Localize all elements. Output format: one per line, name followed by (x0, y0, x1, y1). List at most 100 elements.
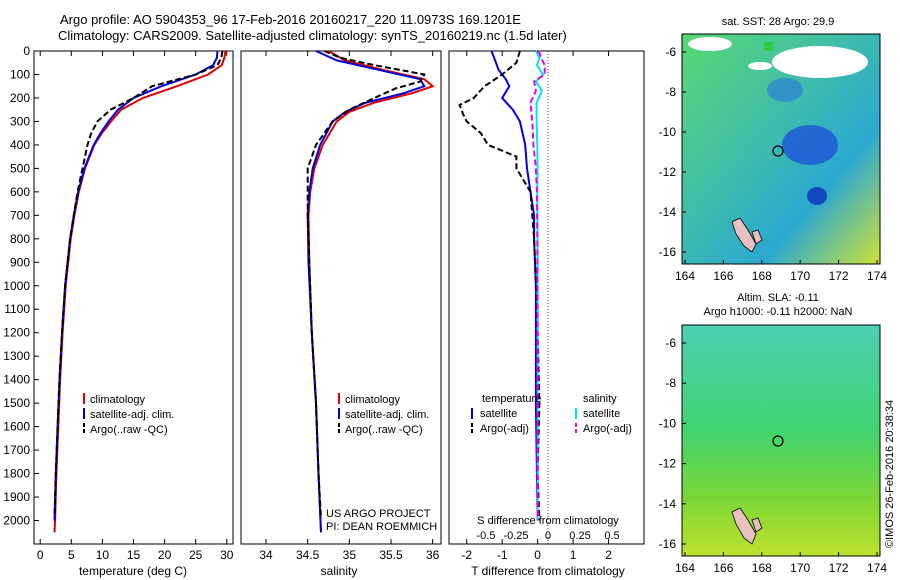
legend-label: satellite-adj. clim. (345, 409, 429, 421)
temperature-xlabel: temperature (deg C) (79, 564, 187, 578)
sst-pixel-block (764, 42, 773, 51)
x-tick-label: 25 (189, 548, 203, 562)
y-tick-label: 400 (10, 138, 30, 152)
x-tick-label: -1 (497, 548, 508, 562)
y-tick-label: 500 (10, 161, 30, 175)
sla-map-subtitle: Argo h1000: -0.11 h2000: NaN (703, 306, 852, 318)
copyright-stamp: ©IMOS 26-Feb-2016 20:38:34 (884, 399, 896, 548)
island-shape (751, 517, 763, 533)
x-tick-label: 10 (96, 548, 110, 562)
island-shape (731, 217, 757, 253)
project-annotation: US ARGO PROJECT (326, 508, 431, 520)
y-tick-label: 200 (10, 91, 30, 105)
map-y-tick-label: -8 (665, 85, 676, 99)
y-tick-label: 600 (10, 185, 30, 199)
x-tick-label: 1 (570, 548, 577, 562)
sst-cloud-mask (772, 46, 868, 78)
x-tick-label: 0 (534, 548, 541, 562)
y-tick-label: 1000 (3, 279, 30, 293)
legend-label: climatology (345, 394, 401, 406)
map-x-tick-label: 174 (867, 269, 887, 283)
series-line (53, 50, 227, 533)
top-tick-label: 0.5 (604, 530, 619, 542)
map-x-tick-label: 168 (752, 561, 772, 575)
legend-label: Argo(-adj) (583, 423, 632, 435)
map-y-tick-label: -16 (659, 245, 677, 259)
map-y-tick-label: -12 (659, 457, 677, 471)
s-difference-label: S difference from climatology (477, 515, 619, 527)
legend-header-salinity: salinity (583, 393, 617, 405)
map-y-tick-label: -12 (659, 165, 677, 179)
argo-location-marker (772, 435, 784, 447)
difference-axes-frame (448, 50, 645, 545)
argo-location-marker (772, 145, 784, 157)
x-tick-label: 30 (220, 548, 234, 562)
temperature-panel: 0100200300400500600700800900100011001200… (3, 44, 233, 578)
x-tick-label: 15 (127, 548, 141, 562)
x-tick-label: 36 (426, 548, 440, 562)
x-tick-label: 5 (68, 548, 75, 562)
top-tick-label: 0 (545, 530, 551, 542)
map-y-tick-label: -8 (665, 376, 676, 390)
temperature-legend: climatology satellite-adj. clim. Argo(..… (83, 393, 174, 436)
map-x-tick-label: 166 (713, 269, 733, 283)
series-line (458, 50, 541, 521)
sst-cool-patch (767, 78, 803, 102)
y-tick-label: 100 (10, 67, 30, 81)
series-line (490, 50, 539, 521)
sst-cloud-mask (748, 62, 772, 70)
y-tick-label: 1600 (3, 420, 30, 434)
y-tick-label: 1500 (3, 396, 30, 410)
sla-map-title: Altim. SLA: -0.11 (737, 292, 819, 304)
y-tick-label: 1300 (3, 349, 30, 363)
legend-label: satellite-adj. clim. (90, 409, 174, 421)
y-tick-label: 900 (10, 255, 30, 269)
map-x-tick-label: 174 (867, 561, 887, 575)
map-x-tick-label: 166 (713, 561, 733, 575)
legend-label: satellite (480, 408, 517, 420)
map-x-tick-label: 172 (829, 269, 849, 283)
top-tick-label: -0.5 (477, 530, 496, 542)
x-tick-label: 34.5 (296, 548, 320, 562)
y-tick-label: 1700 (3, 443, 30, 457)
y-tick-label: 2000 (3, 514, 30, 528)
map-x-tick-label: 172 (829, 561, 849, 575)
x-tick-label: -2 (461, 548, 472, 562)
y-tick-label: 1100 (4, 302, 30, 316)
map-y-tick-label: -10 (659, 416, 677, 430)
x-tick-label: 0 (37, 548, 44, 562)
top-tick-label: -0.25 (503, 530, 528, 542)
salinity-axes-frame (240, 50, 442, 545)
salinity-panel: 34 34.5 35 35.5 36 salinity climatology sate… (240, 50, 442, 578)
series-line (53, 50, 219, 521)
legend-label: Argo(-adj) (480, 423, 529, 435)
map-x-tick-label: 170 (790, 269, 810, 283)
map-y-tick-label: -16 (659, 537, 677, 551)
island-shape (751, 229, 763, 245)
island-shape (731, 507, 757, 545)
y-tick-label: 800 (10, 232, 30, 246)
legend-header-temperature: temperature (482, 393, 541, 405)
x-tick-label: 34 (259, 548, 273, 562)
series-line (306, 50, 426, 519)
y-tick-label: 1400 (3, 373, 30, 387)
map-y-tick-label: -10 (659, 125, 677, 139)
legend-label: climatology (90, 394, 146, 406)
y-tick-label: 700 (10, 208, 30, 222)
y-tick-label: 300 (10, 114, 30, 128)
series-line (53, 50, 224, 516)
difference-legend: temperature salinity satellite Argo(-adj… (471, 393, 632, 435)
map-x-tick-label: 164 (675, 269, 695, 283)
sst-map-frame (681, 33, 881, 265)
top-tick-label: 0.25 (569, 530, 590, 542)
legend-label: satellite (583, 408, 620, 420)
map-y-tick-label: -14 (659, 497, 677, 511)
series-line (307, 50, 435, 533)
sla-map: Altim. SLA: -0.11 Argo h1000: -0.11 h200… (659, 292, 888, 575)
x-tick-label: 35 (343, 548, 357, 562)
plot-title-line2: Climatology: CARS2009. Satellite-adjuste… (58, 28, 567, 43)
series-line (534, 50, 545, 521)
pi-annotation: PI: DEAN ROEMMICH (326, 521, 437, 533)
legend-label: Argo(..raw -QC) (90, 424, 168, 436)
